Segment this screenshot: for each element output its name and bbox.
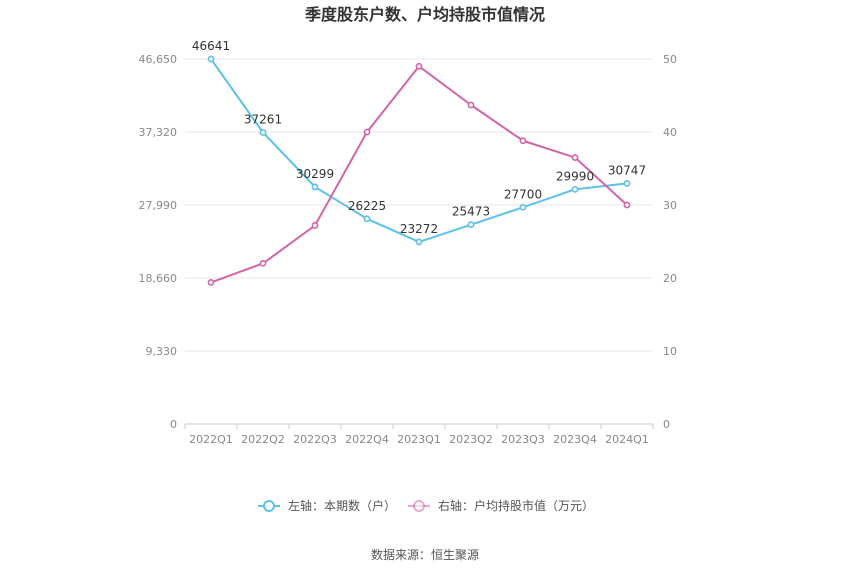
y-right-tick-label: 0 xyxy=(663,418,670,431)
source-note: 数据来源：恒生聚源 xyxy=(371,547,479,562)
left-axis-ticks: 0 9,330 18,660 27,990 37,320 46,650 xyxy=(139,53,178,431)
legend-marker xyxy=(263,500,275,512)
y-right-tick-label: 40 xyxy=(663,126,677,139)
data-point xyxy=(259,129,267,136)
grid-lines xyxy=(185,58,653,352)
data-label: 23272 xyxy=(400,222,438,236)
data-point xyxy=(207,278,215,286)
x-tick-label: 2023Q4 xyxy=(553,433,597,446)
x-tick-label: 2022Q4 xyxy=(345,433,389,446)
y-left-tick-label: 46,650 xyxy=(139,53,178,66)
legend-item-2[interactable]: 右轴：户均持股市值（万元） xyxy=(408,498,594,513)
x-axis: 2022Q1 2022Q2 2022Q3 2022Q4 2023Q1 2023Q2 2023… xyxy=(184,423,654,446)
series-line-1 xyxy=(210,58,628,243)
legend[interactable]: 左轴：本期数（户） 右轴：户均持股市值（万元） xyxy=(258,498,594,513)
y-right-tick-label: 20 xyxy=(663,272,677,285)
x-tick-label: 2023Q3 xyxy=(501,433,545,446)
right-axis-ticks: 0 10 20 30 40 50 xyxy=(663,53,677,431)
data-label: 27700 xyxy=(504,187,542,201)
y-left-tick-label: 37,320 xyxy=(139,126,178,139)
data-label: 29990 xyxy=(556,169,594,183)
data-point xyxy=(571,154,579,161)
data-point xyxy=(623,201,631,209)
x-tick-label: 2022Q3 xyxy=(293,433,337,446)
data-point xyxy=(519,137,527,145)
data-point xyxy=(623,180,631,187)
data-point xyxy=(207,55,215,63)
chart-title: 季度股东户数、户均持股市值情况 xyxy=(304,5,545,24)
data-point xyxy=(467,221,475,229)
y-right-tick-label: 30 xyxy=(663,199,677,212)
data-point xyxy=(415,62,423,70)
legend-label: 右轴：户均持股市值（万元） xyxy=(438,498,594,513)
legend-label: 左轴：本期数（户） xyxy=(288,498,396,513)
data-label: 30299 xyxy=(296,167,334,181)
data-labels: 46641 37261 30299 26225 23272 25473 27700 29990… xyxy=(192,39,646,236)
x-tick-label: 2022Q1 xyxy=(189,433,233,446)
data-point xyxy=(259,259,267,267)
x-tick-label: 2023Q1 xyxy=(397,433,441,446)
data-label: 30747 xyxy=(608,163,646,177)
data-point xyxy=(363,215,371,223)
data-label: 25473 xyxy=(452,205,490,219)
data-point xyxy=(311,183,319,191)
data-point xyxy=(311,222,319,229)
x-tick-label: 2024Q1 xyxy=(605,433,649,446)
data-point xyxy=(467,101,475,109)
y-left-tick-label: 27,990 xyxy=(139,199,178,212)
data-point xyxy=(519,203,527,211)
data-point xyxy=(571,185,579,193)
data-label: 37261 xyxy=(244,112,282,126)
y-right-tick-label: 50 xyxy=(663,53,677,66)
y-left-tick-label: 0 xyxy=(170,418,177,431)
data-point xyxy=(363,128,371,136)
y-right-tick-label: 10 xyxy=(663,345,677,358)
data-label: 46641 xyxy=(192,39,230,53)
x-tick-label: 2023Q2 xyxy=(449,433,493,446)
data-label: 26225 xyxy=(348,199,386,213)
data-point xyxy=(415,238,423,246)
series-points xyxy=(207,55,631,286)
y-left-tick-label: 9,330 xyxy=(146,345,178,358)
y-left-tick-label: 18,660 xyxy=(139,272,178,285)
legend-marker xyxy=(413,500,425,512)
x-tick-label: 2022Q2 xyxy=(241,433,285,446)
legend-item-1[interactable]: 左轴：本期数（户） xyxy=(258,498,396,513)
